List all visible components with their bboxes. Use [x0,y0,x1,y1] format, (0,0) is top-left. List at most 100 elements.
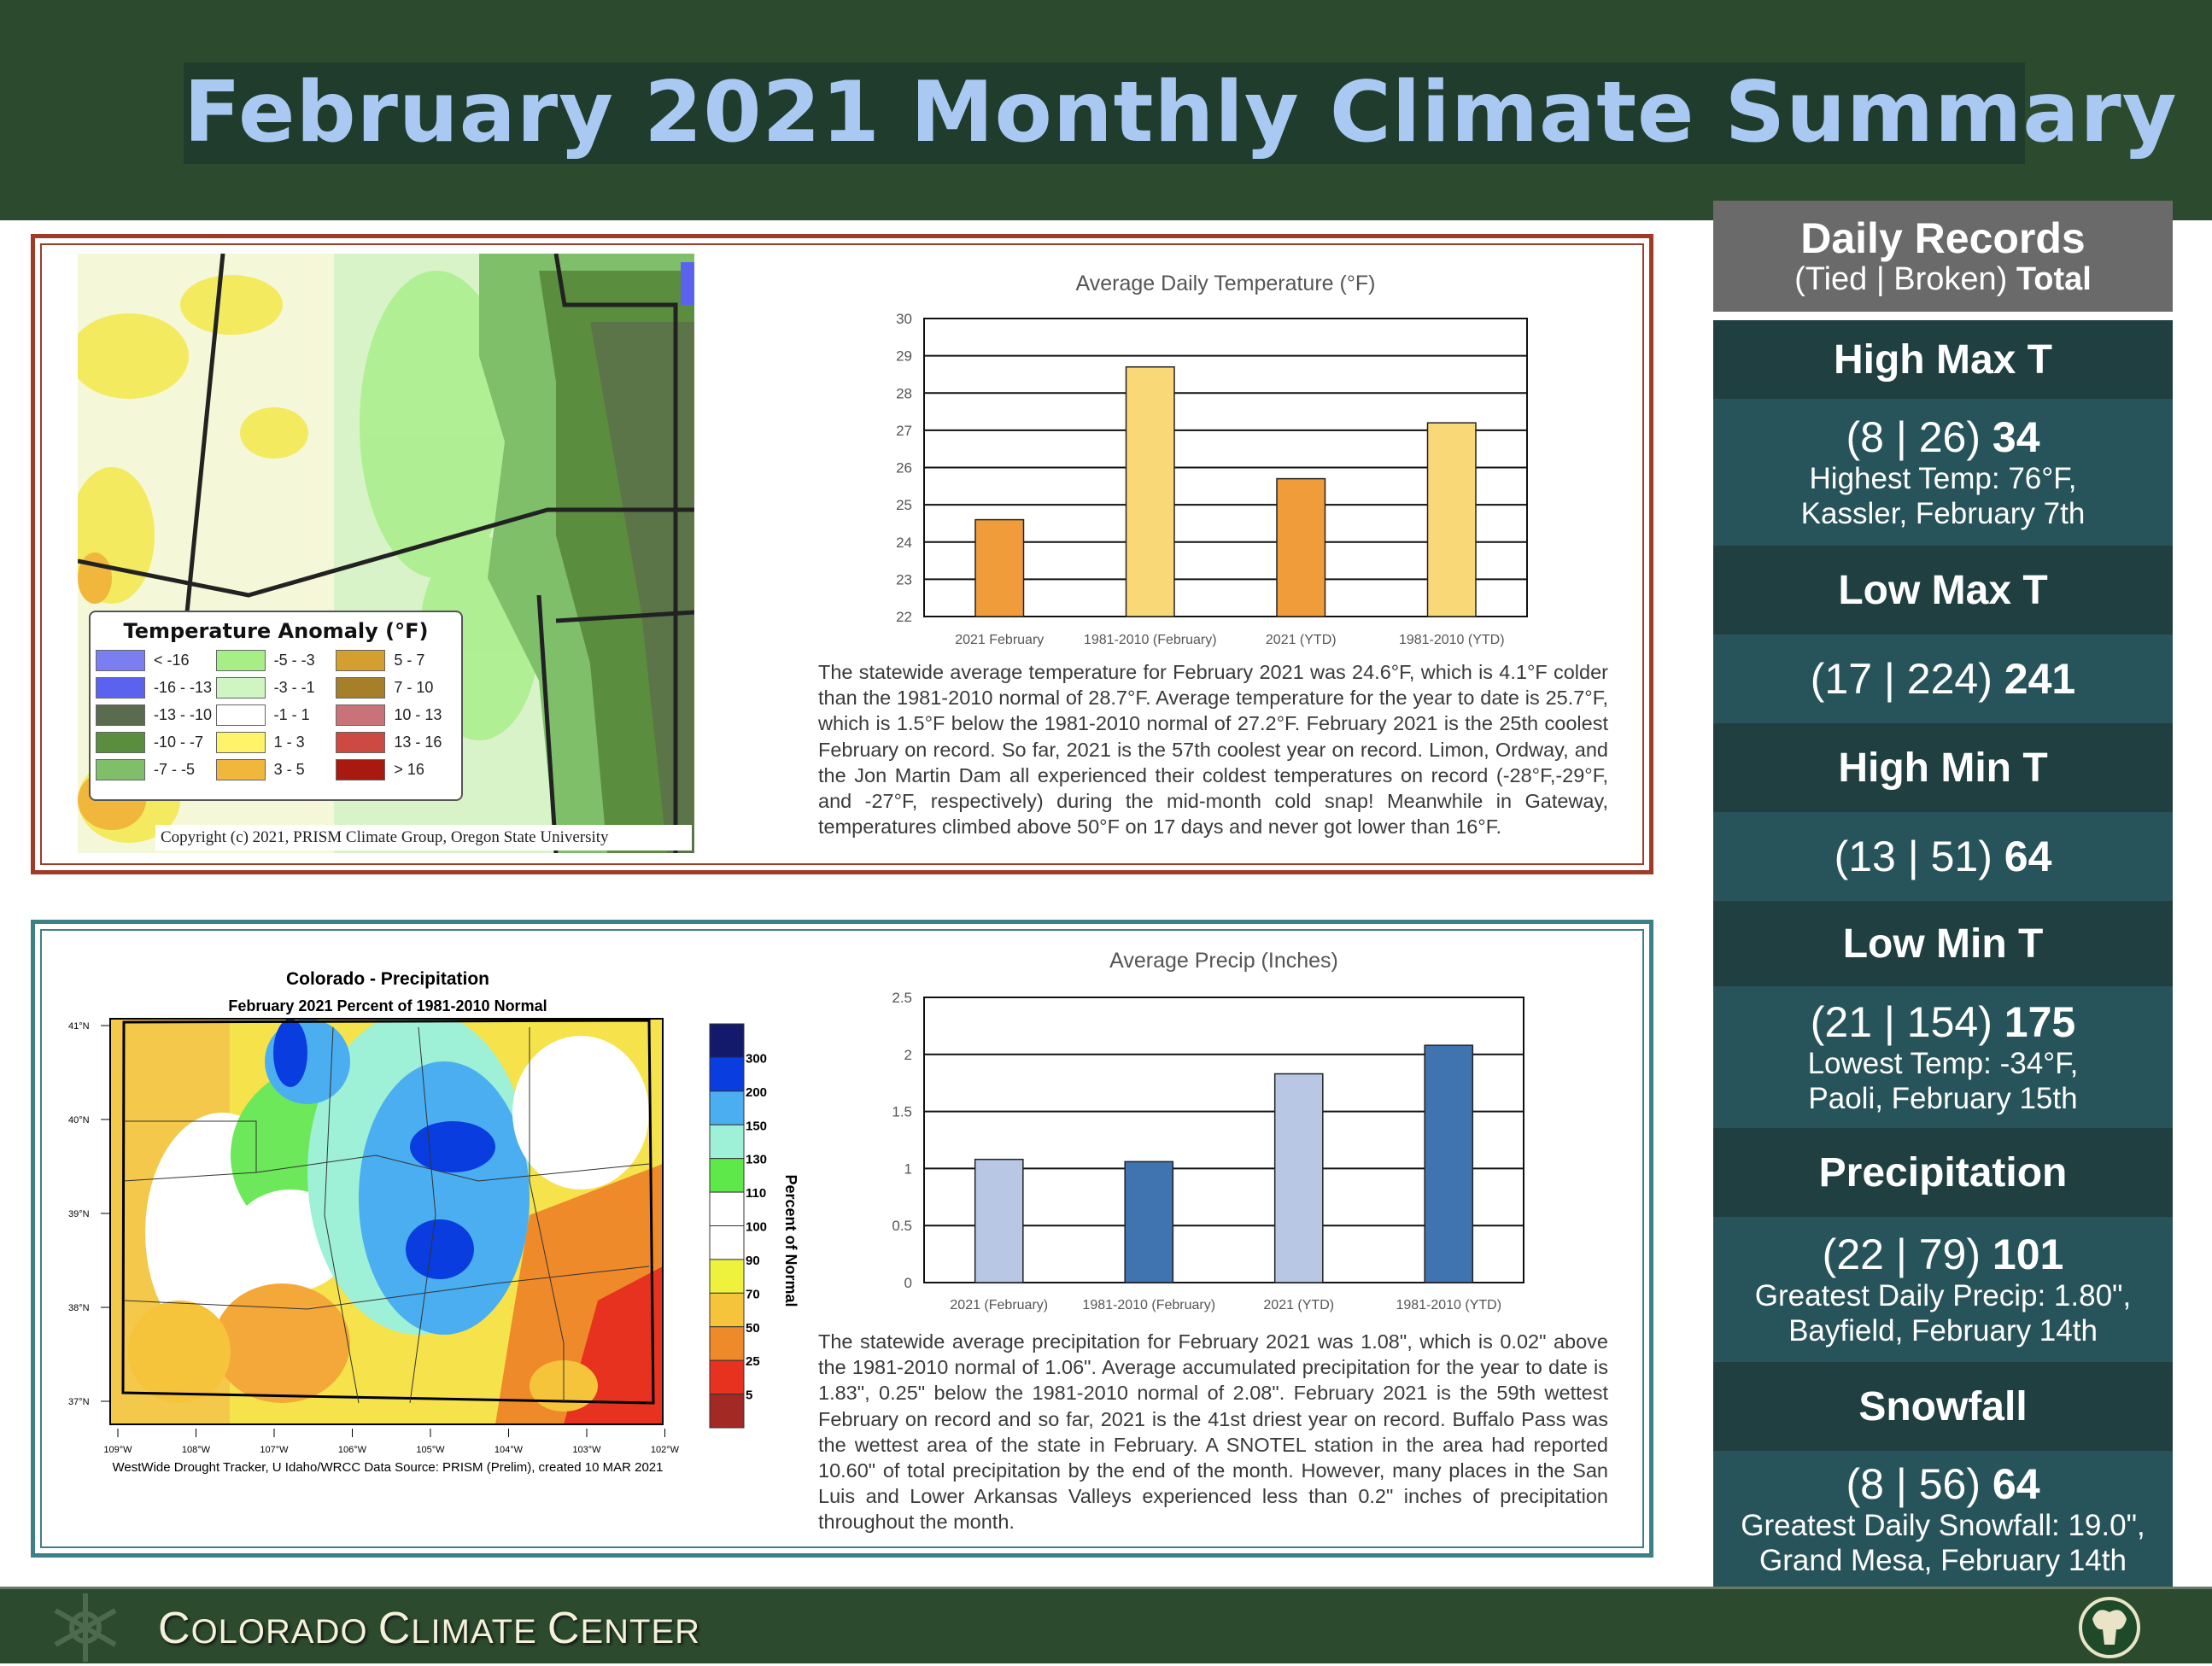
legend-label: 10 - 13 [394,706,442,723]
legend-item: -3 - -1 [215,677,336,699]
y-tick-label: 23 [896,571,912,587]
legend-swatch [215,732,266,753]
footer-bar: COLORADO CLIMATE CENTER [0,1587,2212,1663]
lon-label: 106°W [338,1445,367,1455]
record-detail: Greatest Daily Snowfall: 19.0", [1741,1509,2145,1542]
legend-swatch [336,704,386,726]
y-tick-label: 1 [904,1160,912,1177]
colorbar-label: 50 [746,1321,760,1336]
colorbar-segment [709,1124,745,1160]
legend-label: 7 - 10 [394,679,434,696]
legend-label: -3 - -1 [273,679,315,696]
lat-label: 41°N [68,1021,90,1032]
chart-title: Average Precip (Inches) [1109,949,1338,973]
y-tick-label: 28 [896,385,912,401]
record-counts: (22 | 79) [1822,1231,1981,1278]
y-tick-label: 27 [896,423,912,439]
y-tick-label: 29 [896,348,912,365]
record-total: 64 [2004,833,2052,880]
record-values: (21 | 154) 175 Lowest Temp: -34°F, Paoli, … [1713,986,2173,1128]
colorbar-segment [709,1326,745,1361]
legend-item: -1 - 1 [215,704,336,726]
y-tick-label: 0 [904,1275,912,1291]
precipitation-summary-text: The statewide average precipitation for … [818,1330,1608,1534]
legend-swatch [215,704,266,726]
lon-label: 102°W [651,1445,680,1455]
colorbar-label: 100 [746,1220,767,1235]
record-total: 64 [1992,1460,2040,1508]
csu-ram-logo-icon [2079,1597,2140,1658]
x-tick-label: 1981-2010 (YTD) [1399,633,1505,647]
bar [974,518,1025,617]
bar [1125,365,1175,617]
daily-records-title: Daily Records [1800,214,2086,262]
plot-area [923,997,1524,1283]
record-category: Precipitation [1713,1128,2173,1217]
legend-item: -5 - -3 [215,650,336,671]
temperature-summary-text: The statewide average temperature for Fe… [818,661,1608,839]
record-counts: (17 | 224) [1810,655,1993,703]
legend-item: -10 - -7 [96,732,216,753]
colorbar-label: 200 [746,1085,767,1100]
y-tick-label: 30 [896,311,912,327]
legend-label: 1 - 3 [273,734,305,751]
y-tick-label: 26 [896,460,912,476]
snowflake-logo-icon [54,1593,117,1662]
legend-swatch [215,677,266,699]
record-values: (13 | 51) 64 [1713,812,2173,901]
record-detail: Lowest Temp: -34°F, [1807,1047,2079,1080]
record-total: 175 [2004,998,2076,1046]
legend-label: 13 - 16 [394,734,442,751]
y-tick-label: 0.5 [892,1218,912,1234]
legend-label: -1 - 1 [273,706,310,723]
y-tick-label: 1.5 [892,1104,912,1120]
legend-swatch [96,732,145,753]
legend-item: 10 - 13 [336,704,456,726]
colorbar-segment [709,1394,745,1429]
legend-label: > 16 [394,761,424,778]
legend-swatch [336,677,386,699]
map-source: WestWide Drought Tracker, U Idaho/WRCC D… [113,1460,664,1475]
record-counts: (13 | 51) [1834,833,1993,880]
legend-swatch [96,704,145,726]
legend-item: -16 - -13 [96,677,216,699]
record-category: High Max T [1713,320,2173,399]
daily-records-header: Daily Records (Tied | Broken) Total [1713,201,2173,312]
temperature-bar-chart: Average Daily Temperature (°F) 22 23 24 25 26… [896,272,1528,647]
legend-title: Temperature Anomaly (°F) [123,619,429,643]
legend-item: 1 - 3 [215,732,336,753]
legend-label: -16 - -13 [154,679,213,696]
legend-item: 13 - 16 [336,732,456,753]
y-tick-label: 25 [896,497,912,513]
y-tick-label: 2 [904,1047,912,1063]
temperature-map-legend: Temperature Anomaly (°F) < -16 -5 - -3 5 -… [89,611,463,801]
y-tick-label: 22 [896,609,912,625]
colorbar-label: 90 [746,1254,760,1268]
lat-label: 39°N [68,1209,90,1219]
daily-records-sidebar: Daily Records (Tied | Broken) Total High… [1713,201,2173,1603]
record-category: Low Min T [1713,901,2173,986]
colorbar-label: 110 [746,1186,766,1201]
legend-item: 7 - 10 [336,677,456,699]
lon-label: 103°W [572,1445,601,1455]
bar [1426,422,1477,617]
bar [1273,1073,1324,1283]
legend-item: -7 - -5 [96,759,216,780]
lon-label: 105°W [416,1445,445,1455]
colorbar-segment [709,1359,745,1395]
lat-label: 37°N [68,1397,90,1407]
record-category: Low Max T [1713,546,2173,634]
colorbar-label: 300 [746,1051,767,1066]
lon-label: 109°W [103,1445,132,1455]
x-tick-label: 1981-2010 (YTD) [1396,1298,1501,1312]
colorbar-segment [709,1090,745,1125]
record-values: (17 | 224) 241 [1713,634,2173,723]
lon-label: 107°W [260,1445,289,1455]
colorbar-title: Percent of Normal [782,1174,799,1306]
legend-swatch [96,650,145,671]
page-title: February 2021 Monthly Climate Summary [184,62,2177,164]
legend-swatch [215,759,266,780]
precipitation-bar-chart: Average Precip (Inches) 0 0.5 1 1.5 2 2.5 2021 … [892,949,1524,1312]
map-subtitle: February 2021 Percent of 1981-2010 Norma… [228,997,547,1014]
record-detail: Highest Temp: 76°F, [1809,462,2077,495]
